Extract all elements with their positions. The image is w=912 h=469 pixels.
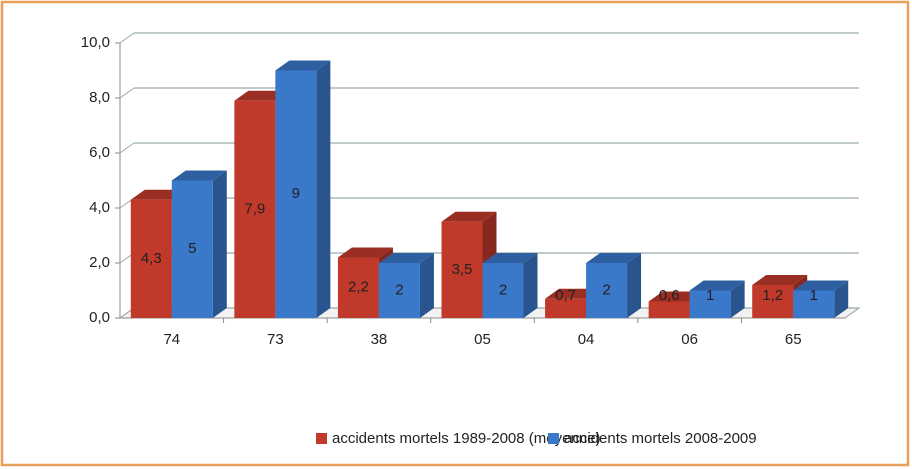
data-label: 2 bbox=[499, 281, 507, 298]
data-label: 7,9 bbox=[244, 200, 265, 217]
x-tick-label: 04 bbox=[578, 331, 595, 348]
bar bbox=[171, 170, 227, 318]
bar-top bbox=[441, 211, 497, 222]
bar-front bbox=[752, 285, 794, 318]
x-tick-label: 73 bbox=[267, 331, 284, 348]
grid-side bbox=[119, 142, 135, 154]
data-label: 2 bbox=[395, 281, 403, 298]
bar-front bbox=[482, 263, 524, 318]
bar-side bbox=[212, 170, 227, 318]
data-label: 2 bbox=[602, 281, 610, 298]
bar-front bbox=[545, 298, 587, 318]
data-label: 1,2 bbox=[762, 287, 783, 304]
bar-side bbox=[627, 253, 642, 318]
bar-side bbox=[316, 60, 331, 318]
y-tick-label: 6,0 bbox=[89, 144, 110, 161]
x-tick-label: 06 bbox=[681, 331, 698, 348]
bar-front bbox=[234, 100, 276, 318]
bar-front bbox=[586, 263, 628, 318]
grid-side bbox=[119, 87, 135, 99]
bar bbox=[275, 60, 331, 318]
data-label: 0,7 bbox=[555, 287, 576, 304]
bar-top bbox=[752, 275, 808, 285]
bar-top bbox=[793, 280, 849, 291]
y-tick-label: 2,0 bbox=[89, 254, 110, 271]
bar-top bbox=[337, 247, 393, 258]
bar-top bbox=[171, 170, 227, 181]
bar-side bbox=[523, 253, 538, 318]
bar-front bbox=[689, 290, 731, 318]
legend-label: accidents mortels 1989-2008 (moyenne) bbox=[332, 430, 600, 447]
data-label: 9 bbox=[292, 185, 300, 202]
y-tick-label: 10,0 bbox=[81, 34, 110, 51]
bar bbox=[689, 280, 745, 318]
bar-side bbox=[419, 253, 434, 318]
bar-front bbox=[130, 199, 172, 318]
bar-top bbox=[482, 253, 538, 263]
bar-front bbox=[378, 263, 420, 318]
bar-front bbox=[275, 70, 317, 318]
bar-top bbox=[275, 60, 331, 71]
data-label: 5 bbox=[188, 240, 196, 257]
legend-swatch bbox=[316, 433, 327, 444]
x-tick-label: 74 bbox=[163, 331, 180, 348]
y-tick-label: 0,0 bbox=[89, 309, 110, 326]
x-tick-label: 38 bbox=[371, 331, 388, 348]
data-label: 0,6 bbox=[659, 287, 680, 304]
data-label: 1 bbox=[810, 287, 818, 304]
legend-label: accidents mortels 2008-2009 bbox=[564, 430, 757, 447]
bar-front bbox=[441, 221, 483, 318]
bar-top bbox=[378, 253, 434, 263]
bar-top bbox=[586, 253, 642, 263]
bar bbox=[378, 253, 434, 318]
bar-top bbox=[689, 280, 745, 291]
bar-side bbox=[730, 280, 745, 318]
bar-front bbox=[337, 257, 379, 318]
bar-front bbox=[171, 180, 213, 318]
bar bbox=[793, 280, 849, 318]
x-tick-label: 05 bbox=[474, 331, 491, 348]
legend-swatch bbox=[548, 433, 559, 444]
data-label: 2,2 bbox=[348, 279, 369, 296]
data-label: 3,5 bbox=[452, 261, 473, 278]
bar-front bbox=[793, 290, 835, 318]
x-tick-label: 65 bbox=[785, 331, 802, 348]
grid-side bbox=[119, 32, 135, 44]
y-tick-label: 4,0 bbox=[89, 199, 110, 216]
bar bbox=[586, 253, 642, 318]
data-label: 4,3 bbox=[141, 250, 162, 267]
data-label: 1 bbox=[706, 287, 714, 304]
bar-front bbox=[648, 301, 690, 318]
y-tick-label: 8,0 bbox=[89, 89, 110, 106]
bar bbox=[482, 253, 538, 318]
bar-side bbox=[834, 280, 849, 318]
